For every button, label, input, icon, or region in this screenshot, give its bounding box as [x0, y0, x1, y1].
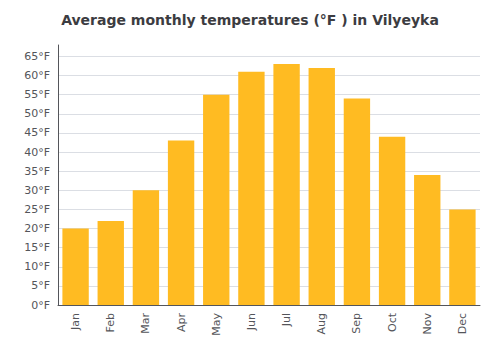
svg-text:Mar: Mar [139, 313, 152, 334]
svg-text:Dec: Dec [456, 313, 469, 334]
svg-text:25°F: 25°F [24, 203, 50, 216]
svg-text:Jun: Jun [245, 313, 258, 331]
svg-text:10°F: 10°F [24, 260, 50, 273]
svg-text:50°F: 50°F [24, 107, 50, 120]
svg-text:45°F: 45°F [24, 126, 50, 139]
svg-text:65°F: 65°F [24, 50, 50, 63]
svg-text:May: May [210, 313, 223, 336]
svg-text:Oct: Oct [386, 312, 399, 332]
svg-text:60°F: 60°F [24, 69, 50, 82]
svg-text:15°F: 15°F [24, 241, 50, 254]
svg-text:40°F: 40°F [24, 146, 50, 159]
svg-text:Jan: Jan [69, 313, 82, 331]
svg-text:Jul: Jul [280, 313, 293, 327]
svg-text:Feb: Feb [104, 313, 117, 332]
svg-text:Aug: Aug [315, 313, 328, 334]
svg-text:0°F: 0°F [31, 299, 50, 312]
svg-text:20°F: 20°F [24, 222, 50, 235]
svg-text:30°F: 30°F [24, 184, 50, 197]
svg-text:Sep: Sep [350, 313, 363, 334]
svg-text:Average monthly temperatures (: Average monthly temperatures (°F ) in Vi… [61, 12, 439, 28]
svg-text:Apr: Apr [175, 313, 188, 333]
svg-text:35°F: 35°F [24, 165, 50, 178]
svg-text:Nov: Nov [421, 313, 434, 335]
svg-text:5°F: 5°F [31, 279, 50, 292]
svg-text:55°F: 55°F [24, 88, 50, 101]
